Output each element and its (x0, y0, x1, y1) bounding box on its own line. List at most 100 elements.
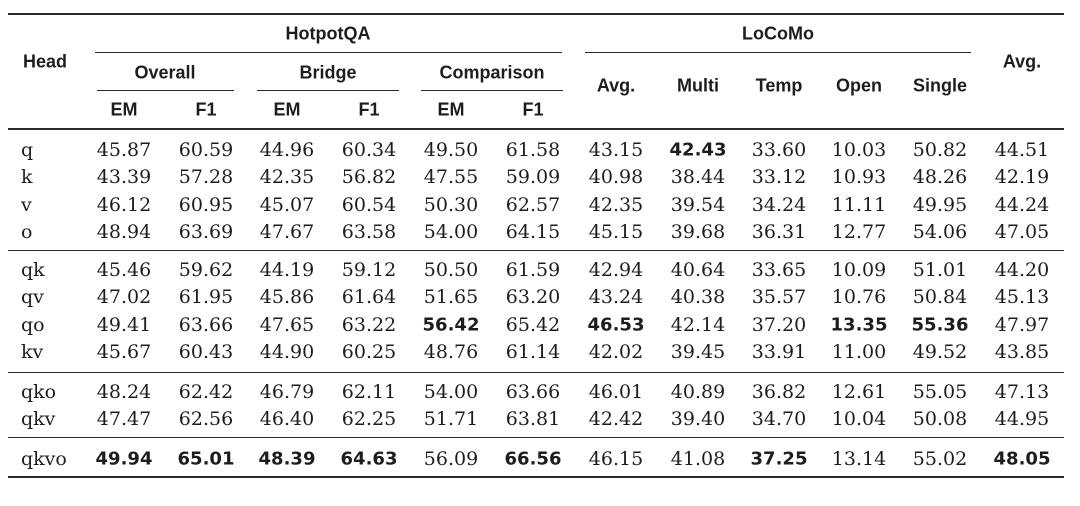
table-cell: 51.01 (912, 259, 968, 281)
table-cell: 42.43 (669, 139, 727, 161)
table-cell: 64.63 (340, 448, 398, 470)
table-cell: 50.08 (912, 408, 968, 431)
table-cell: 51.65 (423, 286, 479, 309)
table-cell: 10.03 (831, 139, 887, 161)
table-cell: 61.95 (178, 286, 234, 309)
single-header: Single (912, 75, 968, 96)
comparison-header: Comparison (439, 62, 545, 83)
table-cell: 54.00 (423, 381, 479, 403)
table-cell: 59.62 (178, 259, 234, 281)
table-cell: 12.61 (831, 381, 887, 403)
row-label: k (21, 166, 33, 189)
table-cell: 45.86 (259, 286, 315, 309)
row-label: v (21, 193, 32, 216)
table-cell: 62.57 (505, 193, 561, 216)
table-cell: 42.19 (994, 166, 1050, 189)
group-rule-2 (8, 372, 1064, 373)
table-cell: 50.84 (912, 286, 968, 309)
open-header: Open (835, 75, 883, 96)
table-cell: 48.26 (912, 166, 968, 189)
table-cell: 10.04 (831, 408, 887, 431)
table-cell: 47.47 (96, 408, 152, 431)
row-label: qkvo (21, 448, 67, 470)
table-cell: 49.41 (96, 313, 152, 336)
table-cell: 50.50 (423, 259, 479, 281)
bridge-header: Bridge (299, 62, 357, 83)
table-cell: 62.25 (341, 408, 397, 431)
table-cell: 46.79 (259, 381, 315, 403)
multi-header: Multi (677, 75, 719, 96)
table-cell: 45.15 (588, 220, 644, 243)
table-cell: 42.35 (588, 193, 644, 216)
table-cell: 49.52 (912, 340, 968, 363)
table-cell: 63.81 (505, 408, 561, 431)
table-cell: 45.46 (96, 259, 152, 281)
bridge-em-header: EM (273, 99, 301, 120)
table-cell: 46.01 (588, 381, 644, 403)
table-cell: 47.13 (994, 381, 1050, 403)
table-cell: 51.71 (423, 408, 479, 431)
table-cell: 46.40 (259, 408, 315, 431)
table-cell: 36.82 (751, 381, 807, 403)
group-rule-1 (8, 250, 1064, 251)
table-cell: 10.09 (831, 259, 887, 281)
overall-underline (97, 90, 234, 91)
table-cell: 60.54 (341, 193, 397, 216)
table-cell: 63.20 (505, 286, 561, 309)
table-cell: 66.56 (504, 448, 562, 470)
table-cell: 45.87 (96, 139, 152, 161)
table-cell: 42.35 (259, 166, 315, 189)
table-cell: 44.95 (994, 408, 1050, 431)
table-cell: 50.82 (912, 139, 968, 161)
table-cell: 60.43 (178, 340, 234, 363)
row-label: qkv (21, 408, 56, 431)
table-cell: 33.91 (751, 340, 807, 363)
table-cell: 39.40 (670, 408, 726, 431)
table-cell: 44.20 (994, 259, 1050, 281)
table-cell: 65.01 (177, 448, 235, 470)
table-cell: 44.96 (259, 139, 315, 161)
table-cell: 55.02 (912, 448, 968, 470)
table-cell: 44.90 (259, 340, 315, 363)
table-cell: 11.11 (831, 193, 887, 216)
table-cell: 47.97 (994, 313, 1050, 336)
table-cell: 48.94 (96, 220, 152, 243)
table-cell: 48.24 (96, 381, 152, 403)
table-cell: 42.14 (670, 313, 726, 336)
table-cell: 49.94 (95, 448, 153, 470)
table-cell: 61.59 (505, 259, 561, 281)
row-label: qo (21, 313, 45, 336)
table-cell: 40.64 (670, 259, 726, 281)
overall-f1-header: F1 (195, 99, 217, 120)
table-cell: 13.14 (831, 448, 887, 470)
head-column-header: Head (22, 51, 68, 72)
locomo-underline (585, 52, 971, 53)
table-cell: 34.24 (751, 193, 807, 216)
table-cell: 41.08 (670, 448, 726, 470)
row-label: q (21, 139, 34, 161)
table-cell: 33.60 (751, 139, 807, 161)
hotpotqa-header: HotpotQA (285, 23, 371, 44)
table-cell: 44.51 (994, 139, 1050, 161)
row-label: qko (21, 381, 57, 403)
table-cell: 47.05 (994, 220, 1050, 243)
table-cell: 48.05 (993, 448, 1051, 470)
table-cell: 10.76 (831, 286, 887, 309)
table-cell: 61.14 (505, 340, 561, 363)
top-rule (8, 13, 1064, 15)
bottom-rule (8, 476, 1064, 478)
table-cell: 62.56 (178, 408, 234, 431)
table-cell: 36.31 (751, 220, 807, 243)
table-cell: 44.24 (994, 193, 1050, 216)
row-label: kv (21, 340, 44, 363)
table-cell: 60.25 (341, 340, 397, 363)
overall-header: Overall (134, 62, 196, 83)
table-cell: 47.02 (96, 286, 152, 309)
table-cell: 55.36 (911, 314, 969, 336)
table-cell: 42.42 (588, 408, 644, 431)
table-cell: 60.95 (178, 193, 234, 216)
table-cell: 47.55 (423, 166, 479, 189)
comparison-f1-header: F1 (522, 99, 544, 120)
table-cell: 63.69 (178, 220, 234, 243)
